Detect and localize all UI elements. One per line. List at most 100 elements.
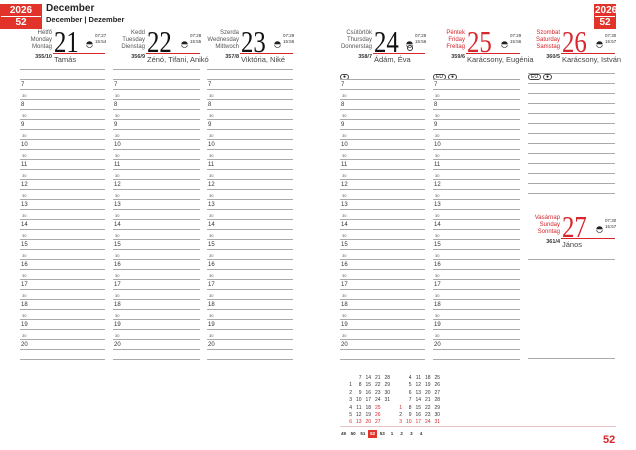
half-hour-label: 30 (209, 113, 214, 118)
half-hour-label: 30 (115, 173, 120, 178)
day-number: 27 (562, 209, 587, 244)
calendar-day: 21 (374, 375, 381, 381)
week-number[interactable]: 3 (410, 431, 413, 436)
calendar-day: 14 (365, 375, 371, 381)
day-name: Saturday (535, 37, 560, 43)
hour-label: 8 (434, 102, 438, 108)
half-hour-label: 30 (209, 153, 214, 158)
writing-line (207, 289, 293, 290)
sunrise-time: 07:29 (415, 33, 427, 38)
sunrise-sunset-icon (501, 35, 508, 48)
writing-line (433, 99, 520, 100)
writing-line (340, 119, 425, 120)
hour-label: 14 (341, 222, 348, 228)
hour-label: 17 (434, 282, 441, 288)
writing-line (528, 183, 615, 184)
half-hour-label: 30 (22, 233, 27, 238)
writing-line (207, 249, 293, 250)
hour-label: 13 (208, 202, 215, 208)
day-name: Donnerstag (340, 44, 372, 50)
calendar-day: 31 (384, 397, 390, 404)
writing-line (433, 159, 520, 160)
writing-line (528, 93, 615, 94)
writing-line (207, 89, 293, 90)
writing-line (340, 359, 425, 360)
writing-line (207, 159, 293, 160)
hour-label: 12 (434, 182, 441, 188)
writing-line (20, 329, 105, 330)
half-hour-label: 30 (435, 133, 440, 138)
writing-line (528, 259, 615, 260)
week-number[interactable]: 49 (340, 431, 346, 436)
sunrise-sunset-icon (406, 35, 413, 48)
calendar-day: 9 (358, 389, 362, 396)
writing-line (207, 339, 293, 340)
hour-label: 14 (434, 222, 441, 228)
half-hour-label: 30 (209, 173, 214, 178)
writing-line (433, 179, 520, 180)
calendar-day: 19 (424, 382, 431, 389)
eu-holiday-icon: EU (528, 74, 541, 80)
calendar-day: 14 (415, 397, 421, 404)
half-hour-label: 30 (22, 133, 27, 138)
calendar-day: 2 (399, 412, 402, 418)
writing-line (207, 299, 293, 300)
calendar-day: 22 (424, 404, 431, 411)
week-number[interactable]: 2 (400, 431, 403, 436)
half-hour-label: 30 (209, 233, 214, 238)
writing-line (340, 89, 425, 90)
half-hour-label: 30 (209, 253, 214, 258)
day-name: Friday (448, 37, 465, 43)
calendar-day: 21 (424, 397, 431, 404)
writing-line (433, 109, 520, 110)
half-hour-label: 30 (342, 273, 347, 278)
writing-line (433, 139, 520, 140)
calendar-day: 29 (434, 404, 440, 411)
year-label: 2026 (595, 5, 618, 16)
writing-line (113, 89, 200, 90)
writing-line (207, 149, 293, 150)
calendar-day: 17 (415, 419, 421, 426)
calendar-day: 11 (356, 404, 362, 411)
sunrise-time: 07:29 (283, 33, 295, 38)
week-number[interactable]: 53 (379, 431, 385, 436)
writing-line (433, 229, 520, 230)
half-hour-label: 30 (435, 113, 440, 118)
calendar-day: 15 (415, 404, 421, 411)
day-name: Thursday (346, 37, 372, 43)
writing-line (433, 309, 520, 310)
hour-label: 9 (21, 122, 25, 128)
writing-line (528, 173, 615, 174)
half-hour-label: 30 (342, 333, 347, 338)
week-number[interactable]: 4 (419, 431, 423, 436)
day-name: Péntek (446, 30, 465, 36)
day-underline (561, 53, 615, 54)
half-hour-label: 30 (435, 93, 440, 98)
hour-label: 14 (114, 222, 121, 228)
half-hour-label: 30 (22, 113, 27, 118)
calendar-day: 17 (365, 397, 371, 404)
hour-label: 20 (341, 342, 348, 348)
week-number[interactable]: 52 (368, 430, 378, 438)
week-number[interactable]: 51 (360, 431, 366, 436)
half-hour-label: 30 (342, 93, 347, 98)
writing-line (207, 309, 293, 310)
writing-line (528, 163, 615, 164)
writing-line (528, 358, 615, 359)
writing-line (207, 179, 293, 180)
writing-line (20, 89, 105, 90)
writing-line (113, 289, 200, 290)
half-hour-label: 30 (22, 193, 27, 198)
writing-line (113, 209, 200, 210)
writing-line (20, 119, 105, 120)
writing-line (433, 279, 520, 280)
writing-line (20, 169, 105, 170)
half-hour-label: 30 (115, 293, 120, 298)
week-number[interactable]: 50 (350, 431, 356, 436)
writing-line (340, 299, 425, 300)
sunset-time: 15:55 (190, 39, 202, 44)
week-number[interactable]: 1 (390, 431, 394, 436)
writing-line (20, 99, 105, 100)
calendar-day: 4 (408, 375, 412, 381)
half-hour-label: 30 (115, 253, 120, 258)
